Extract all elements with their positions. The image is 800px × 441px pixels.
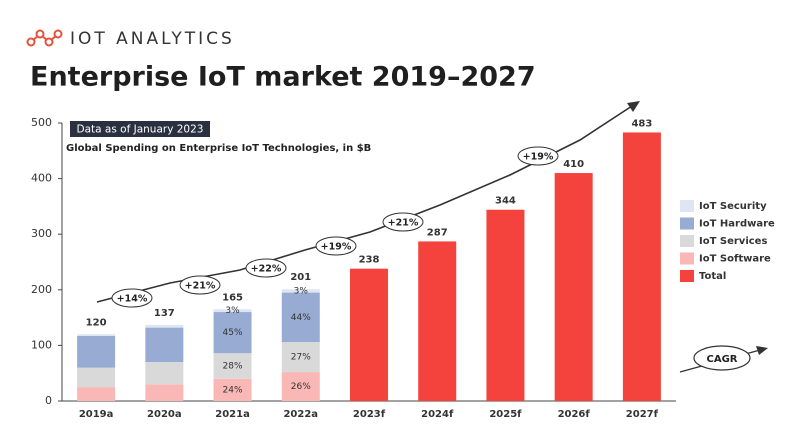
bar-segment: [77, 335, 116, 368]
bar-segment: [622, 132, 661, 401]
badge: Data as of January 2023: [77, 124, 204, 136]
x-tick-label: 2026f: [558, 409, 591, 420]
value-label: 344: [495, 196, 516, 207]
y-tick-label: 100: [31, 338, 52, 351]
value-label: 287: [427, 227, 448, 238]
bar-segment: [145, 384, 184, 401]
share-label: 26%: [291, 382, 311, 392]
share-label: 3%: [294, 286, 309, 296]
legend-label: Total: [699, 271, 726, 282]
logo: [26, 29, 63, 47]
legend-swatch: [680, 270, 694, 282]
cagr-label: +14%: [117, 294, 148, 305]
chart-title: Enterprise IoT market 2019–2027: [30, 62, 536, 93]
bar-segment: [281, 372, 320, 401]
total-label: 137: [154, 308, 175, 319]
bar-segment: [77, 334, 116, 336]
legend-swatch: [680, 252, 694, 265]
bar-segment: [486, 209, 525, 401]
x-tick-label: 2024f: [421, 409, 454, 420]
value-label: 410: [563, 159, 584, 170]
x-tick-label: 2027f: [626, 409, 659, 420]
share-label: 44%: [291, 313, 311, 323]
bar-segment: [418, 241, 457, 401]
cagr-bubble: [382, 212, 424, 232]
badge-box: [70, 121, 210, 137]
cagr-note-bubble: [693, 345, 751, 371]
value-label: 238: [359, 255, 380, 266]
arrow-head: [627, 101, 640, 112]
cagr-bubble: [315, 236, 357, 256]
bar-segment: [281, 289, 320, 293]
share-label: 27%: [291, 353, 311, 363]
bar-segment: [350, 268, 388, 401]
bar-segment: [213, 378, 252, 401]
value-label: 483: [631, 118, 652, 129]
total-label: 120: [86, 317, 107, 328]
bar-segment: [77, 387, 116, 401]
bar-segment: [145, 324, 184, 328]
bar-segment: [213, 309, 252, 313]
cagr-bubble: [111, 288, 153, 308]
cagr-note: CAGR: [707, 354, 738, 365]
cagr-label: +21%: [185, 281, 216, 292]
legend-swatch: [680, 235, 694, 247]
x-tick-label: 2021a: [215, 409, 250, 420]
brand: IOT ANALYTICS: [70, 29, 235, 49]
cagr-label: +19%: [523, 152, 554, 163]
cagr-label: +21%: [388, 218, 419, 229]
bar-segment: [145, 327, 184, 363]
bar-segment: [213, 353, 252, 379]
y-tick-label: 0: [45, 394, 52, 407]
cagr-bubble: [517, 146, 559, 166]
y-tick-label: 400: [31, 172, 52, 185]
x-tick-label: 2025f: [489, 409, 522, 420]
total-label: 201: [290, 272, 311, 283]
bar-segment: [77, 367, 116, 388]
legend-label: IoT Hardware: [699, 219, 775, 230]
y-tick-label: 500: [31, 116, 52, 129]
cagr-bubble: [179, 275, 221, 295]
share-label: 3%: [225, 306, 240, 316]
share-label: 28%: [223, 361, 243, 371]
total-label: 165: [222, 292, 243, 303]
bar-segment: [145, 362, 184, 385]
cagr-bubble: [245, 258, 287, 278]
x-tick-label: 2020a: [147, 409, 182, 420]
bar-segment: [281, 342, 320, 373]
x-tick-label: 2019a: [79, 409, 114, 420]
bar-segment: [554, 173, 593, 401]
share-label: 45%: [223, 328, 243, 338]
legend-swatch: [680, 217, 694, 230]
subtitle: Global Spending on Enterprise IoT Techno…: [66, 143, 371, 154]
cagr-note-head: [756, 346, 768, 355]
y-tick-label: 300: [31, 227, 52, 240]
y-tick-label: 200: [31, 283, 52, 296]
bar-segment: [213, 312, 252, 354]
cagr-label: +22%: [251, 264, 282, 275]
legend-swatch: [680, 200, 694, 212]
legend-label: IoT Security: [699, 201, 767, 212]
legend-label: IoT Software: [699, 254, 771, 265]
x-tick-label: 2022a: [283, 409, 318, 420]
cagr-label: +19%: [321, 242, 352, 253]
bar-segment: [281, 292, 320, 343]
legend-label: IoT Services: [699, 236, 767, 247]
share-label: 24%: [223, 385, 243, 395]
x-tick-label: 2023f: [353, 409, 386, 420]
